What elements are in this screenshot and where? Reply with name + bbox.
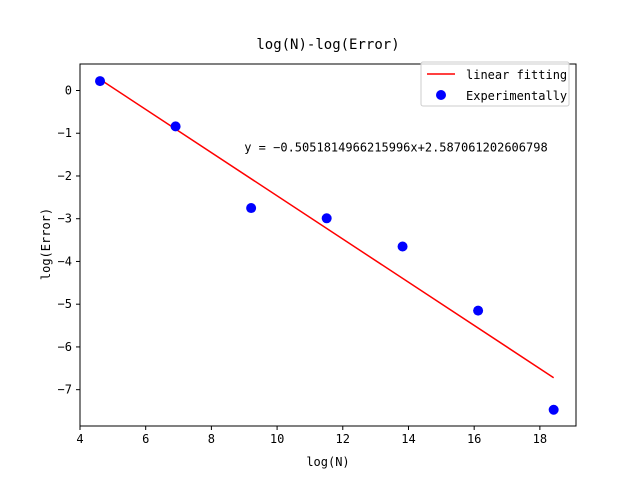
y-tick-label: −3 [58, 212, 72, 226]
x-axis-label: log(N) [306, 455, 349, 469]
data-point [246, 203, 257, 214]
fit-equation-annotation: y = −0.5051814966215996x+2.5870612026067… [244, 141, 547, 155]
y-tick-label: −2 [58, 169, 72, 183]
data-point [321, 213, 332, 224]
y-tick-label: −1 [58, 126, 72, 140]
y-tick-label: −4 [58, 254, 72, 268]
x-tick-label: 18 [533, 432, 547, 446]
axes-frame [79, 63, 577, 427]
y-tick-label: −7 [58, 383, 72, 397]
y-tick-label: 0 [65, 83, 72, 97]
legend-marker-swatch [436, 90, 446, 100]
x-tick-label: 8 [208, 432, 215, 446]
data-point [397, 241, 408, 252]
y-tick-label: −6 [58, 340, 72, 354]
data-point [473, 305, 484, 316]
legend: linear fitting Experimentally [420, 61, 570, 107]
x-tick-label: 10 [270, 432, 284, 446]
x-tick-label: 6 [142, 432, 149, 446]
data-point [548, 404, 559, 415]
y-tick-label: −5 [58, 297, 72, 311]
legend-label-linear-fitting: linear fitting [466, 68, 567, 82]
chart-title: log(N)-log(Error) [256, 37, 399, 53]
legend-box [420, 61, 570, 107]
x-tick-label: 14 [401, 432, 415, 446]
x-tick-label: 12 [336, 432, 350, 446]
axes-layer: 4 6 8 10 12 14 16 18 0 −1 −2 −3 −4 −5 −6 −7 [58, 63, 577, 446]
x-tick-label: 16 [467, 432, 481, 446]
data-point [95, 76, 106, 87]
plot-layer [95, 76, 559, 415]
x-tick-label: 4 [76, 432, 83, 446]
data-point [170, 121, 181, 132]
legend-label-experimentally: Experimentally [466, 89, 567, 103]
y-axis-label: log(Error) [39, 208, 53, 280]
